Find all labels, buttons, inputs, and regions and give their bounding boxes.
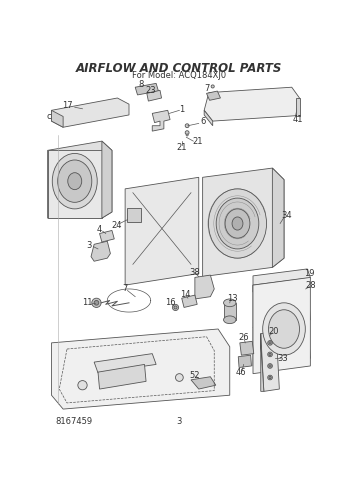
Polygon shape — [272, 168, 284, 268]
Polygon shape — [125, 177, 199, 285]
Ellipse shape — [263, 303, 305, 355]
Text: 8167459: 8167459 — [55, 417, 92, 426]
Text: 6: 6 — [200, 117, 205, 127]
Circle shape — [175, 374, 183, 382]
Circle shape — [92, 298, 101, 308]
Polygon shape — [253, 277, 310, 374]
Circle shape — [173, 304, 179, 311]
Text: 11: 11 — [82, 298, 92, 307]
Polygon shape — [253, 269, 310, 292]
Text: 24: 24 — [111, 221, 122, 229]
Polygon shape — [94, 354, 156, 373]
Text: 3: 3 — [177, 417, 182, 426]
Polygon shape — [204, 110, 213, 126]
Polygon shape — [203, 168, 284, 277]
Text: 41: 41 — [293, 115, 303, 124]
Ellipse shape — [52, 154, 97, 209]
Text: AIRFLOW AND CONTROL PARTS: AIRFLOW AND CONTROL PARTS — [76, 62, 282, 75]
Text: 34: 34 — [281, 211, 292, 220]
Polygon shape — [206, 91, 220, 100]
Ellipse shape — [232, 217, 243, 230]
Text: 3: 3 — [86, 241, 91, 250]
Polygon shape — [91, 241, 110, 261]
Circle shape — [78, 381, 87, 390]
Polygon shape — [102, 141, 112, 218]
Polygon shape — [99, 230, 114, 242]
Polygon shape — [240, 341, 254, 355]
Polygon shape — [253, 320, 310, 366]
Circle shape — [211, 85, 214, 88]
Circle shape — [269, 365, 271, 367]
Polygon shape — [253, 278, 310, 327]
Polygon shape — [182, 295, 197, 308]
Text: 8: 8 — [138, 80, 143, 89]
Circle shape — [94, 300, 99, 305]
Text: 14: 14 — [180, 290, 191, 299]
Circle shape — [185, 124, 189, 128]
Circle shape — [269, 376, 271, 379]
Circle shape — [268, 352, 272, 357]
Text: For Model: ACQ184XJ0: For Model: ACQ184XJ0 — [132, 71, 226, 80]
Polygon shape — [48, 150, 102, 218]
Bar — [127, 208, 141, 222]
Text: 33: 33 — [277, 354, 288, 363]
Text: 7: 7 — [204, 84, 209, 93]
Ellipse shape — [68, 173, 82, 190]
Text: 21: 21 — [176, 143, 187, 152]
Text: 23: 23 — [145, 86, 156, 95]
Bar — [224, 303, 236, 320]
Polygon shape — [98, 364, 146, 389]
Polygon shape — [191, 377, 216, 389]
Polygon shape — [195, 275, 214, 299]
Text: 1: 1 — [179, 105, 184, 114]
Ellipse shape — [225, 209, 250, 238]
Circle shape — [186, 134, 188, 136]
Polygon shape — [238, 355, 251, 368]
Polygon shape — [204, 87, 300, 121]
Text: 21: 21 — [192, 137, 202, 145]
Polygon shape — [48, 141, 112, 218]
Text: 38: 38 — [189, 268, 200, 277]
Ellipse shape — [224, 316, 236, 324]
Polygon shape — [152, 110, 170, 131]
Circle shape — [185, 131, 189, 135]
Text: 4: 4 — [97, 225, 102, 234]
Ellipse shape — [216, 198, 259, 249]
Text: 16: 16 — [165, 298, 175, 307]
Polygon shape — [135, 84, 159, 95]
Text: 13: 13 — [227, 294, 237, 303]
Circle shape — [269, 353, 271, 355]
Polygon shape — [147, 90, 162, 101]
Ellipse shape — [224, 299, 236, 307]
Text: c: c — [46, 112, 51, 121]
Circle shape — [268, 375, 272, 380]
Text: 52: 52 — [190, 370, 200, 380]
Text: 7: 7 — [122, 284, 128, 294]
Ellipse shape — [268, 310, 300, 348]
Text: 19: 19 — [304, 269, 315, 278]
Circle shape — [268, 341, 272, 345]
Polygon shape — [261, 331, 279, 391]
Text: 20: 20 — [268, 327, 278, 336]
Ellipse shape — [58, 160, 92, 202]
Circle shape — [174, 306, 177, 309]
Circle shape — [268, 364, 272, 368]
Text: 46: 46 — [236, 368, 247, 377]
Polygon shape — [51, 98, 129, 127]
Circle shape — [269, 341, 271, 344]
Text: 28: 28 — [306, 281, 316, 290]
Polygon shape — [51, 110, 63, 127]
Polygon shape — [51, 329, 230, 409]
Text: 26: 26 — [238, 333, 249, 342]
Polygon shape — [296, 98, 300, 116]
Polygon shape — [261, 334, 264, 391]
Ellipse shape — [209, 189, 267, 258]
Text: 17: 17 — [62, 101, 72, 110]
